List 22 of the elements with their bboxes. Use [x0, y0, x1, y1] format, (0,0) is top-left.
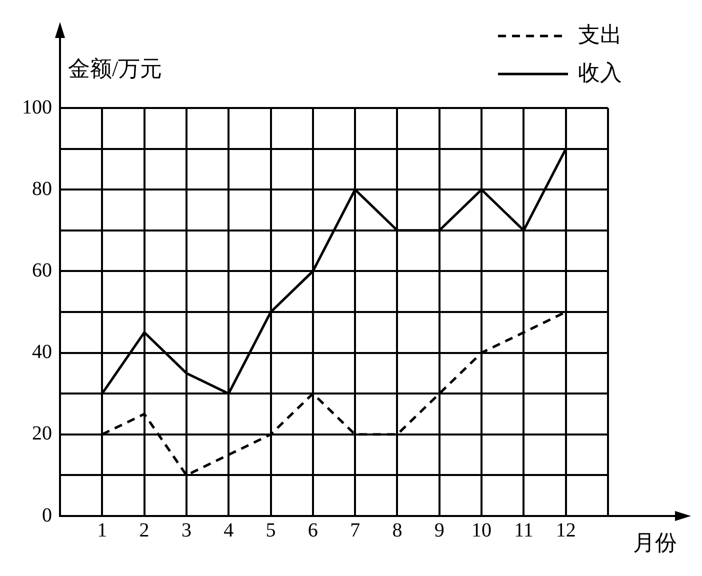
y-tick-label: 40: [32, 341, 52, 364]
x-tick-label: 3: [181, 519, 192, 542]
x-tick-label: 4: [224, 519, 234, 542]
legend-label: 支出: [578, 22, 622, 47]
x-tick-label: 6: [308, 519, 318, 542]
x-tick-label: 10: [472, 519, 492, 542]
x-tick-label: 1: [97, 519, 108, 542]
x-tick-label: 8: [392, 519, 402, 542]
y-tick-label: 20: [32, 422, 52, 445]
y-tick-label: 0: [42, 504, 52, 526]
x-tick-label: 11: [514, 519, 534, 542]
x-tick-label: 2: [139, 519, 150, 542]
x-tick-label: 9: [434, 519, 444, 542]
y-axis-title: 金额/万元: [68, 56, 162, 81]
x-tick-label: 12: [556, 519, 576, 542]
y-tick-label: 100: [22, 96, 52, 118]
x-axis-title: 月份: [633, 530, 677, 555]
x-tick-label: 5: [266, 519, 276, 542]
x-tick-label: 7: [350, 519, 360, 542]
y-tick-label: 60: [32, 259, 52, 282]
y-tick-label: 80: [32, 178, 52, 200]
legend-label: 收入: [578, 60, 622, 85]
